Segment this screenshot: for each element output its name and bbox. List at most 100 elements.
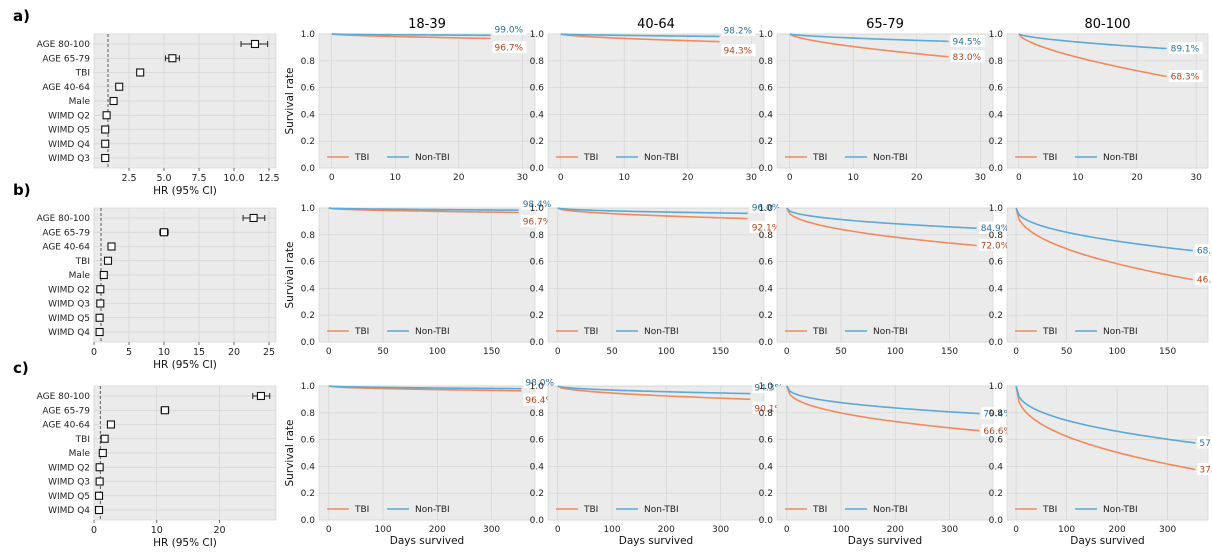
survival-ytick-label: 0.6 [759,84,774,94]
column-title-65-79: 65-79 [866,17,904,32]
survival-xtick-label: 150 [1159,347,1176,357]
survival-plot-a-1: 0.0 0.2 0.4 0.6 0.8 1.0 0 10 20 30 94.3% 98.2% TBI No… [530,23,765,183]
forest-hr-marker [106,420,115,429]
survival-panel-bg [1006,385,1209,521]
survival-ytick-label: 1.0 [301,382,316,392]
survival-xtick-label: 30 [746,173,758,183]
survival-curve-non-tbi [557,207,748,215]
survival-ytick-label: 0.4 [301,110,316,120]
survival-xtick-label: 0 [555,525,561,535]
forest-hr-marker [95,463,104,472]
survival-xtick-label: 200 [429,525,446,535]
survival-xtick-label: 0 [558,173,564,183]
column-title-80-100: 80-100 [1084,17,1130,32]
survival-ytick-label: 0.2 [989,489,1003,499]
survival-ytick-label: 0.8 [759,57,774,67]
survival-ytick-label: 0.4 [989,462,1004,472]
survival-curve-tbi [328,385,522,392]
forest-item-label: WIMD Q4 [48,140,90,150]
survival-end-label-bg [721,23,756,36]
survival-curve-tbi [789,33,949,58]
legend-label-non-tbi: Non-TBI [1103,153,1138,163]
survival-xtick-label: 100 [1058,525,1075,535]
survival-xlabel: Days survived [1070,535,1144,547]
survival-end-label: 96.7% [523,217,552,227]
survival-curve-non-tbi [786,385,980,415]
forest-hr-marker [98,448,107,458]
survival-plot-b-3: 0.0 0.2 0.4 0.6 0.8 1.0 0 50 100 150 46.5% 68.2% TBI… [989,204,1212,357]
survival-curve-tbi [560,33,720,43]
survival-end-label: 99.0% [495,25,524,35]
legend-label-tbi: TBI [354,505,369,515]
survival-plot-b-2: 0.0 0.2 0.4 0.6 0.8 1.0 0 50 100 150 72.0% 84.9% TBI… [759,204,1013,357]
forest-item-label: TBI [75,69,90,79]
survival-end-label: 89.1% [1171,45,1200,55]
survival-xtick-label: 50 [377,347,389,357]
survival-ytick-label: 0.2 [530,311,544,321]
forest-xtick-label: 0 [91,347,97,358]
survival-xtick-label: 20 [453,173,465,183]
survival-ytick-label: 0.8 [301,409,316,419]
forest-hr-marker [103,256,113,265]
survival-plot-a-2: 0.0 0.2 0.4 0.6 0.8 1.0 0 10 20 30 83.0% 94.5% TBI No… [759,30,994,183]
forest-hr-marker [256,391,265,401]
survival-ytick-label: 1.0 [530,30,545,40]
survival-xtick-label: 300 [1159,525,1176,535]
survival-end-label-bg [1168,42,1203,55]
survival-ytick-label: 0.0 [301,338,316,348]
survival-ytick-label: 0.0 [759,164,774,174]
survival-end-label-bg [978,221,1013,234]
forest-xtick-label: 7.5 [191,173,206,184]
survival-panel-bg [547,33,765,169]
survival-xtick-label: 100 [374,525,391,535]
survival-xtick-label: 0 [1013,525,1019,535]
forest-item-label: WIMD Q3 [48,478,90,488]
legend-label-non-tbi: Non-TBI [415,153,450,163]
forest-item-label: TBI [75,257,90,267]
forest-item-label: AGE 65-79 [42,54,90,64]
legend-label-tbi: TBI [812,153,827,163]
survival-ytick-label: 0.0 [301,516,316,526]
survival-curve-non-tbi [328,385,522,390]
survival-plot-c-2: 0.0 0.2 0.4 0.6 0.8 1.0 0 100 200 300 66.6% 79.4% TB… [759,382,1016,547]
survival-ytick-label: 0.8 [759,231,774,241]
survival-ytick-label: 0.4 [530,284,545,294]
survival-curve-non-tbi [1015,385,1196,444]
forest-xlabel: HR (95% CI) [153,185,217,197]
survival-ytick-label: 0.4 [989,110,1004,120]
survival-xtick-label: 300 [712,525,729,535]
survival-xtick-label: 30 [1190,173,1202,183]
survival-end-label: 98.0% [525,379,554,389]
survival-ylabel: Survival rate [284,68,296,135]
survival-xtick-label: 20 [1131,173,1143,183]
survival-end-label-bg [978,239,1013,252]
survival-xtick-label: 10 [1072,173,1084,183]
survival-xtick-label: 0 [329,173,335,183]
survival-curve-non-tbi [789,33,949,43]
survival-xtick-label: 30 [517,173,529,183]
survival-ytick-label: 0.0 [989,164,1004,174]
survival-end-label: 37.7% [1199,465,1212,475]
legend-label-tbi: TBI [354,153,369,163]
survival-xtick-label: 200 [887,525,904,535]
forest-item-label: TBI [75,435,90,445]
forest-hr-marker [107,242,116,251]
survival-ytick-label: 0.6 [530,84,545,94]
survival-panel-bg [318,207,536,343]
survival-panel-bg [318,33,536,169]
forest-item-label: WIMD Q4 [48,506,90,516]
survival-curve-tbi [786,385,980,432]
survival-xtick-label: 30 [975,173,987,183]
survival-end-label-bg [749,221,784,234]
survival-ytick-label: 0.2 [301,489,315,499]
survival-xtick-label: 0 [787,173,793,183]
survival-xtick-label: 0 [555,347,561,357]
survival-end-label-bg [492,40,527,53]
forest-xtick-label: 15 [193,347,205,358]
survival-panel-bg [1006,207,1209,343]
survival-ytick-label: 0.4 [759,462,774,472]
survival-end-label-bg [1194,273,1212,286]
survival-xtick-label: 200 [658,525,675,535]
survival-end-label: 84.9% [981,224,1010,234]
